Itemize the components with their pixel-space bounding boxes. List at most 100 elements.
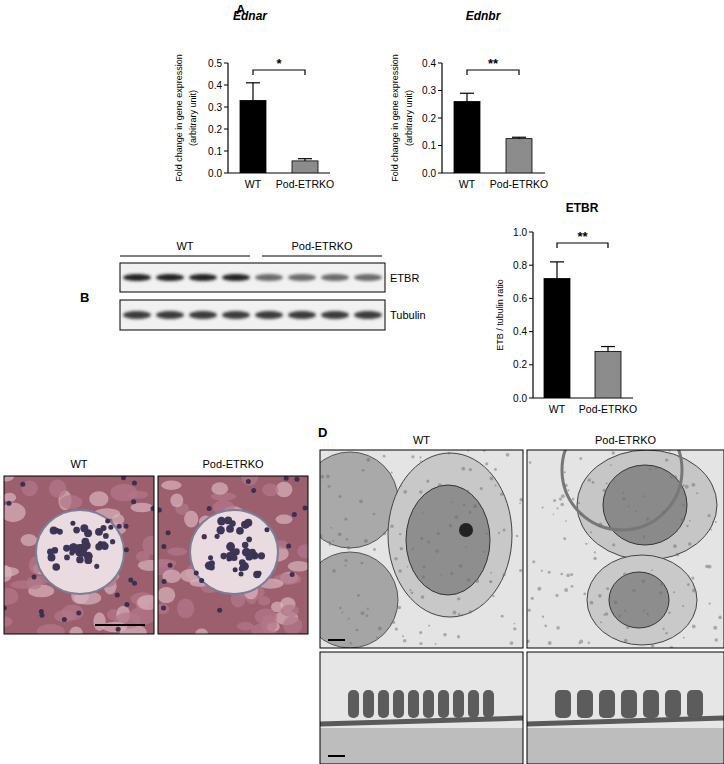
- histology-image: [158, 476, 308, 634]
- em-texture: [673, 544, 677, 548]
- chart-title: ETBR: [566, 201, 599, 215]
- em-texture: [548, 641, 552, 645]
- em-texture: [360, 562, 363, 565]
- tissue-texture: [4, 588, 19, 605]
- em-texture: [714, 638, 718, 642]
- em-texture: [542, 506, 544, 508]
- nucleus: [264, 527, 269, 532]
- scale-bar: [95, 624, 145, 626]
- em-texture: [356, 629, 359, 632]
- nucleus: [124, 524, 129, 529]
- em-texture: [392, 621, 395, 624]
- em-texture: [567, 489, 569, 491]
- tissue-texture: [161, 481, 181, 490]
- panel-label: D: [318, 425, 327, 440]
- em-texture: [683, 637, 685, 639]
- em-texture: [519, 569, 522, 572]
- em-texture: [398, 569, 402, 573]
- em-texture: [560, 503, 564, 507]
- em-texture: [475, 579, 479, 583]
- nucleus: [199, 578, 204, 583]
- em-texture: [564, 484, 568, 488]
- gbm: [320, 718, 523, 724]
- em-texture: [395, 627, 398, 630]
- em-texture: [682, 484, 684, 486]
- tissue-texture: [69, 627, 82, 634]
- em-texture: [489, 580, 492, 583]
- y-tick-label: 0.5: [208, 58, 222, 69]
- foot-process: [378, 690, 389, 718]
- em-texture: [357, 594, 360, 597]
- em-texture: [485, 462, 488, 465]
- em-texture: [599, 523, 603, 527]
- em-texture: [366, 614, 369, 617]
- em-texture: [713, 626, 717, 630]
- em-texture: [556, 507, 558, 509]
- foot-process: [468, 690, 479, 718]
- em-texture: [559, 498, 562, 501]
- em-texture: [708, 514, 711, 517]
- em-texture: [603, 489, 607, 493]
- em-texture: [400, 547, 403, 550]
- em-texture: [411, 591, 414, 594]
- em-texture: [548, 571, 551, 574]
- em-texture: [461, 614, 463, 616]
- em-texture: [516, 535, 519, 538]
- em-texture: [592, 481, 595, 484]
- em-texture: [570, 573, 573, 576]
- em-texture: [686, 525, 688, 527]
- em-texture: [329, 543, 331, 545]
- nucleus: [603, 465, 687, 545]
- em-texture: [443, 633, 447, 637]
- em-texture: [605, 612, 609, 616]
- em-texture: [691, 483, 695, 487]
- y-tick: [529, 298, 533, 299]
- em-texture: [473, 504, 477, 508]
- red-cell: [320, 452, 398, 548]
- blot-band: [189, 274, 217, 281]
- em-texture: [328, 541, 331, 544]
- tissue-texture: [167, 548, 187, 556]
- blot-strip: [120, 263, 385, 292]
- em-texture: [718, 615, 722, 619]
- em-texture: [710, 529, 712, 531]
- nucleus: [128, 578, 133, 583]
- nucleus: [70, 521, 75, 526]
- em-texture: [705, 564, 709, 568]
- em-background: [527, 652, 724, 764]
- electron-micrographs: WTPod-ETRKO: [302, 410, 724, 764]
- em-texture: [670, 476, 673, 479]
- em-texture: [348, 618, 350, 620]
- tissue-texture: [54, 610, 75, 622]
- foot-process: [348, 690, 359, 718]
- y-tick-label: 1.0: [513, 227, 527, 238]
- em-texture: [651, 569, 653, 571]
- nucleus: [168, 563, 173, 568]
- em-texture: [682, 605, 684, 607]
- image-label: Pod-ETRKO: [595, 434, 657, 446]
- nucleus: [217, 608, 222, 613]
- em-texture: [715, 521, 717, 523]
- nucleus: [286, 543, 291, 548]
- em-texture: [687, 583, 690, 586]
- nucleus: [132, 481, 137, 486]
- figure: EdnarFold change in gene expression(arbi…: [0, 0, 724, 764]
- y-tick-label: 0.1: [422, 140, 436, 151]
- em-texture: [689, 520, 691, 522]
- em-texture: [330, 527, 332, 529]
- em-texture: [426, 480, 429, 483]
- marks: [240, 83, 318, 173]
- tissue-texture: [241, 476, 258, 485]
- nucleus: [239, 571, 244, 576]
- em-texture: [688, 542, 692, 546]
- em-texture: [403, 639, 407, 643]
- tissue-texture: [158, 587, 175, 603]
- em-texture: [500, 492, 503, 495]
- em-texture: [359, 499, 363, 503]
- y-tick: [438, 173, 442, 174]
- em-texture: [598, 594, 602, 598]
- tissue-texture: [170, 494, 183, 508]
- cell: [388, 453, 512, 617]
- tissue-texture: [102, 622, 127, 632]
- em-texture: [411, 455, 414, 458]
